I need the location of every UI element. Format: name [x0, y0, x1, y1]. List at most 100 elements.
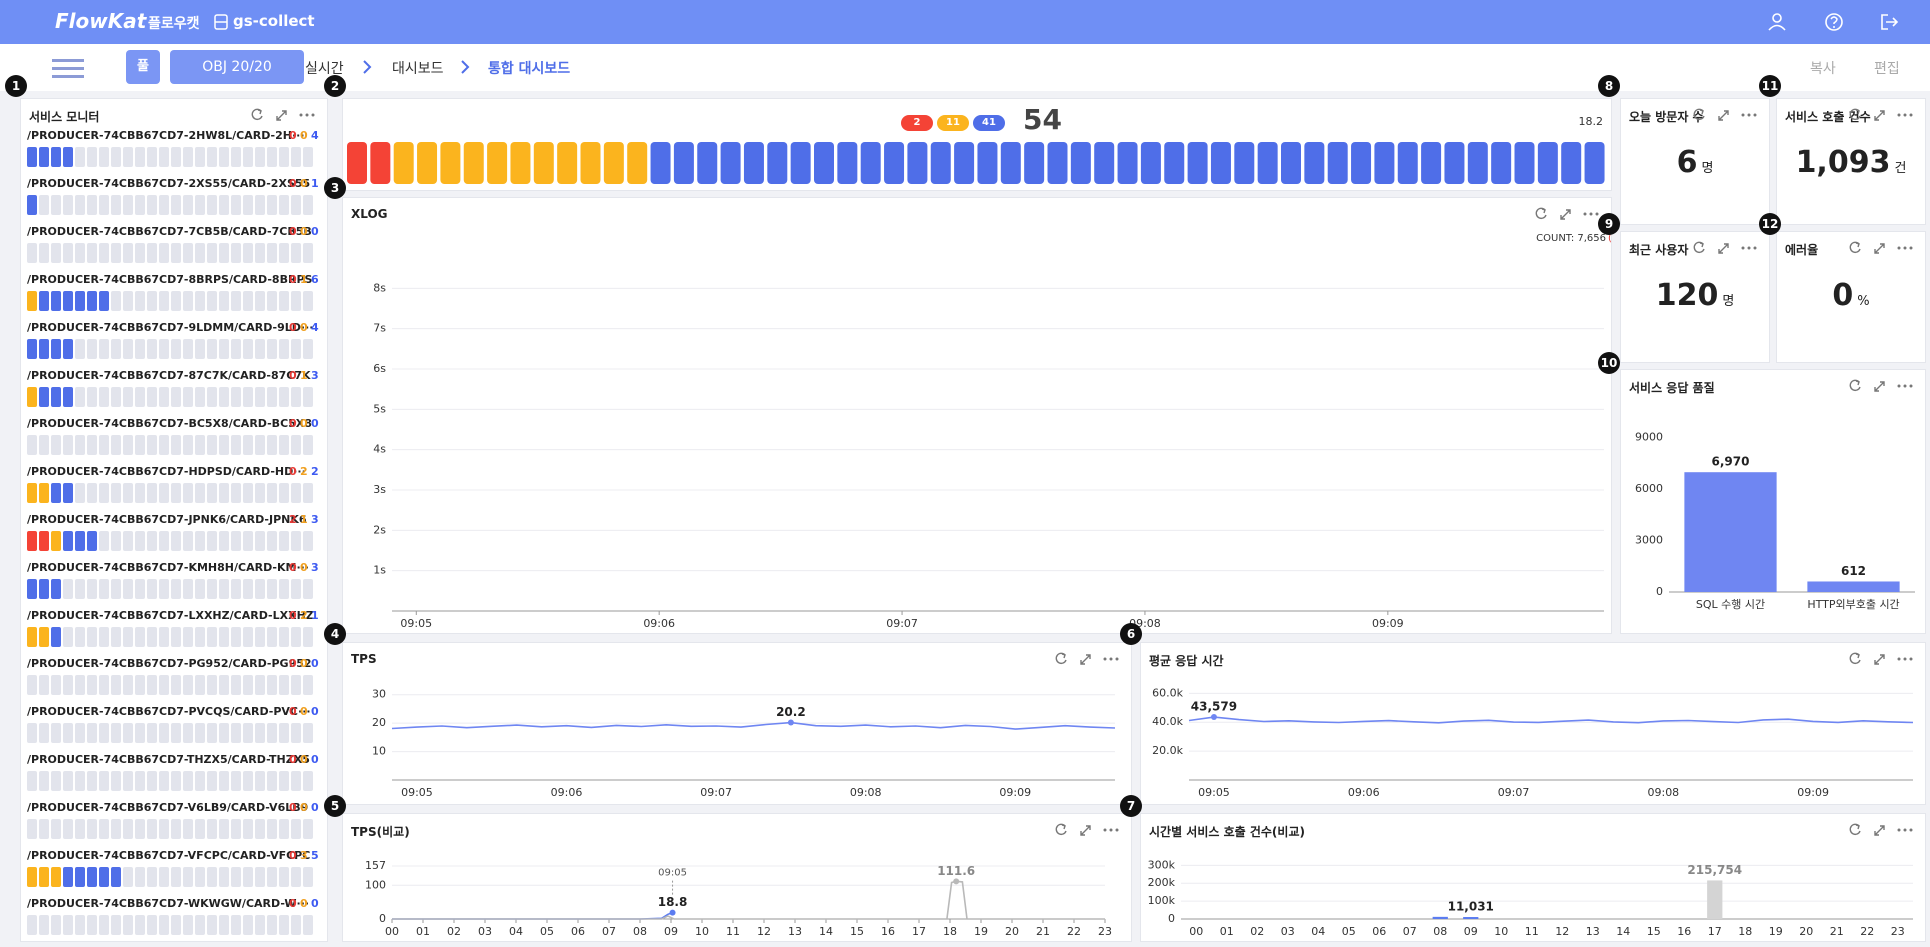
empty-cell: [159, 387, 169, 407]
x-tick-label: 05: [540, 925, 554, 938]
brand[interactable]: FlowKat: [55, 9, 147, 33]
empty-cell: [195, 627, 205, 647]
x-tick-label: 09: [1464, 925, 1478, 938]
empty-cell: [147, 291, 157, 311]
breadcrumb[interactable]: 실시간: [305, 61, 344, 77]
obj-button[interactable]: OBJ 20/20: [170, 50, 304, 84]
full-button[interactable]: 풀: [126, 50, 160, 84]
header-icons[interactable]: [1766, 11, 1916, 33]
refresh-arrow: [1855, 242, 1860, 248]
empty-cell: [75, 339, 85, 359]
x-tick-label: 03: [1281, 925, 1295, 938]
marker: 8: [1598, 75, 1620, 97]
more-dot: [1909, 246, 1913, 250]
x-tick-label: 23: [1891, 925, 1905, 938]
panel-icons[interactable]: [1691, 240, 1761, 256]
empty-cell: [171, 243, 181, 263]
status-cell: [1140, 142, 1161, 184]
panel-icons[interactable]: [1691, 107, 1761, 123]
status-cell: [907, 142, 928, 184]
empty-cell: [255, 675, 265, 695]
empty-cell: [243, 483, 253, 503]
x-tick-label: 08: [1433, 925, 1447, 938]
refresh-arrow: [1855, 653, 1860, 659]
empty-cell: [267, 339, 277, 359]
panel-icons[interactable]: [1847, 651, 1917, 667]
service-cell: [39, 483, 49, 503]
empty-cell: [39, 915, 49, 935]
service-cell: [87, 867, 97, 887]
service-count: 5: [311, 849, 319, 862]
panel-icons[interactable]: [249, 107, 319, 123]
panel-icons[interactable]: [1533, 206, 1603, 222]
panel-icons[interactable]: [1053, 822, 1123, 838]
x-tick-label: 09:05: [1198, 786, 1230, 799]
empty-cell: [219, 771, 229, 791]
empty-cell: [255, 915, 265, 935]
service-cells: [27, 867, 313, 887]
empty-cell: [291, 435, 301, 455]
empty-cell: [303, 867, 313, 887]
x-tick-label: 09:05: [401, 786, 433, 799]
empty-cell: [303, 579, 313, 599]
breadcrumb-current[interactable]: 통합 대시보드: [488, 61, 571, 77]
service-count: 4: [311, 321, 319, 334]
empty-cell: [87, 243, 97, 263]
empty-cell: [99, 531, 109, 551]
empty-cell: [135, 483, 145, 503]
value-label: 215,754: [1687, 863, 1742, 877]
expand-icon: [1874, 381, 1885, 392]
more-dot: [1897, 246, 1901, 250]
series-line: [392, 911, 675, 920]
panel-icons[interactable]: [1847, 378, 1917, 394]
bar: [1463, 917, 1479, 919]
edit-button[interactable]: 편집: [1874, 61, 1900, 77]
x-tick-label: 09:07: [1498, 786, 1530, 799]
kpi-card: 최근 사용자 120 명: [1620, 231, 1770, 363]
empty-cell: [135, 771, 145, 791]
empty-cell: [255, 819, 265, 839]
more-dot: [305, 113, 309, 117]
copy-button[interactable]: 복사: [1810, 61, 1836, 77]
empty-cell: [135, 339, 145, 359]
chevron: [363, 60, 372, 74]
empty-cell: [219, 579, 229, 599]
service-count: 3: [311, 513, 319, 526]
empty-cell: [159, 339, 169, 359]
empty-cell: [255, 435, 265, 455]
panel-icons[interactable]: [1847, 107, 1917, 123]
status-cell: [1047, 142, 1068, 184]
expand-icon: [1080, 825, 1091, 836]
empty-cell: [207, 627, 217, 647]
panel-icons[interactable]: [1847, 240, 1917, 256]
more-dot: [1897, 113, 1901, 117]
empty-cell: [159, 915, 169, 935]
empty-cell: [87, 819, 97, 839]
empty-cell: [123, 435, 133, 455]
breadcrumb[interactable]: 대시보드: [392, 61, 444, 77]
service-cell: [51, 531, 61, 551]
project-name[interactable]: gs-collect: [233, 12, 315, 30]
more-dot: [1583, 212, 1587, 216]
panel-icons[interactable]: [1053, 651, 1123, 667]
panel-icons[interactable]: [1847, 822, 1917, 838]
service-count: 0: [289, 369, 297, 382]
empty-cell: [231, 195, 241, 215]
avg-response-panel: 평균 응답 시간 20.0k 40.0k 60.0k 09:05 09:06 09:07 09…: [1140, 642, 1926, 805]
empty-cell: [231, 675, 241, 695]
empty-cell: [75, 387, 85, 407]
empty-cell: [183, 723, 193, 743]
db-icon: [214, 14, 228, 30]
empty-cell: [279, 819, 289, 839]
service-cells: [27, 579, 313, 599]
service-count: 0: [300, 801, 308, 814]
menu-icon[interactable]: [52, 58, 84, 78]
x-tick-label: 22: [1860, 925, 1874, 938]
empty-cell: [207, 579, 217, 599]
empty-cell: [279, 291, 289, 311]
empty-cell: [75, 627, 85, 647]
empty-cell: [159, 195, 169, 215]
empty-cell: [135, 387, 145, 407]
expand-icon: [1560, 209, 1571, 220]
